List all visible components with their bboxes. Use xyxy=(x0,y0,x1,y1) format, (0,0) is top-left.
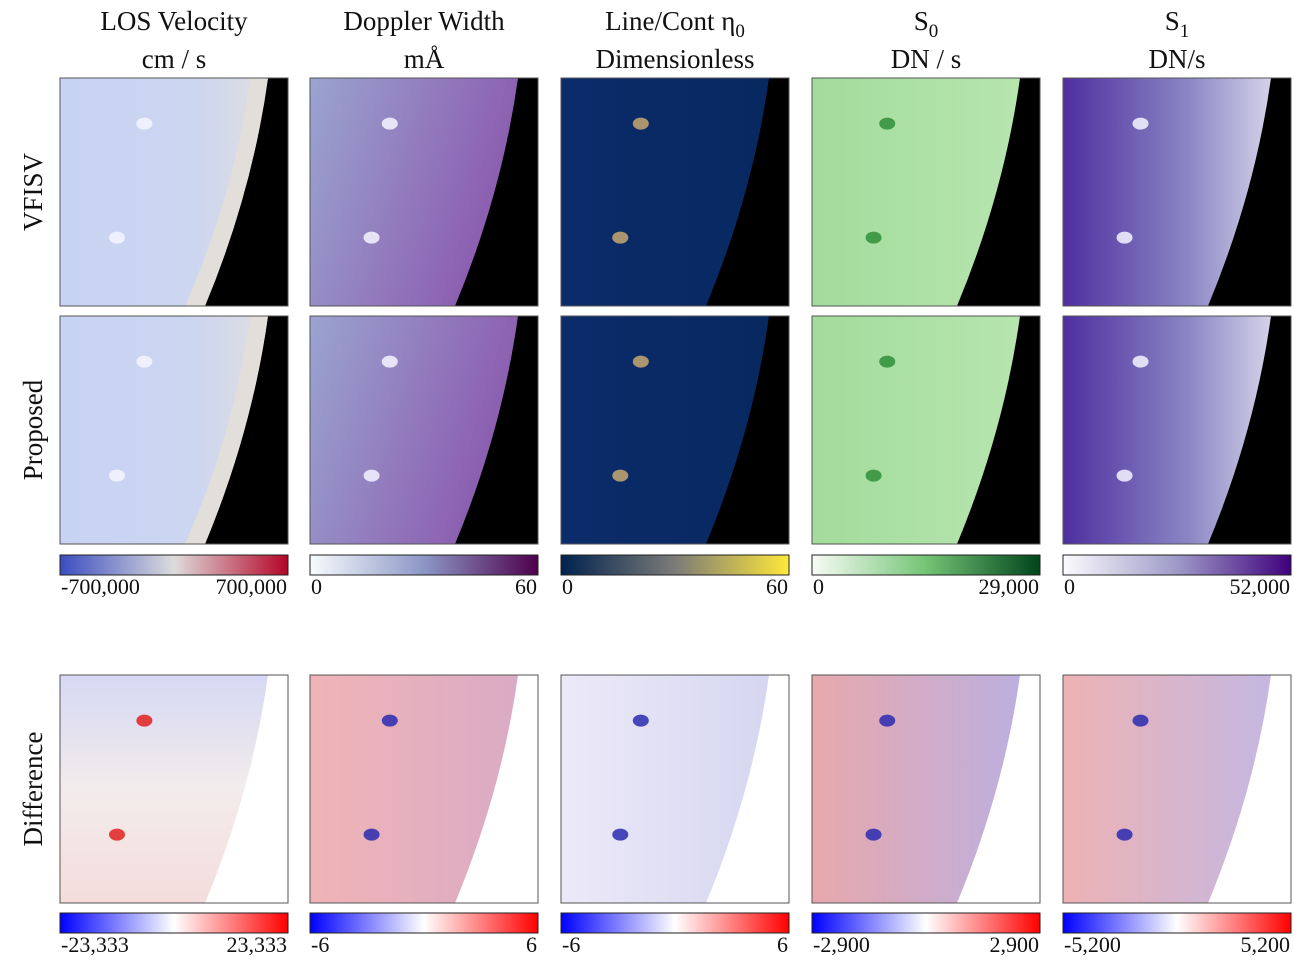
sunspot xyxy=(1133,118,1149,130)
figure: VFISV Proposed Difference LOS Velocity cm / … xyxy=(0,0,1294,964)
colorbar-tick-label: 6 xyxy=(526,932,537,957)
sunspot xyxy=(364,232,380,244)
colorbar-tick-label: 6 xyxy=(777,932,788,957)
sunspot xyxy=(1133,715,1149,727)
title-subscript: 1 xyxy=(1180,21,1190,42)
column-title: S1 xyxy=(1165,6,1190,42)
colorbar xyxy=(1063,555,1291,575)
colorbar-tick-label: -2,900 xyxy=(813,932,870,957)
row-label: VFISV xyxy=(18,152,48,231)
column-unit: DN/s xyxy=(1148,44,1205,74)
title-text: Doppler Width xyxy=(343,6,505,36)
row-label: Proposed xyxy=(18,379,48,480)
sunspot xyxy=(612,829,628,841)
sunspot xyxy=(633,356,649,368)
colorbar-tick-label: 23,333 xyxy=(227,932,288,957)
colorbar-tick-label: 0 xyxy=(1064,574,1075,599)
sunspot xyxy=(136,356,152,368)
sunspot xyxy=(612,470,628,482)
colorbar xyxy=(561,913,789,933)
sunspot xyxy=(633,118,649,130)
sunspot xyxy=(109,232,125,244)
sunspot xyxy=(879,356,895,368)
colorbar-tick-label: -6 xyxy=(562,932,580,957)
sunspot xyxy=(1117,829,1133,841)
column-unit: Dimensionless xyxy=(596,44,755,74)
colorbar-tick-label: 60 xyxy=(766,574,788,599)
sunspot xyxy=(1133,356,1149,368)
column-unit: DN / s xyxy=(891,44,962,74)
title-subscript: 0 xyxy=(735,21,745,42)
sunspot xyxy=(1117,470,1133,482)
sunspot xyxy=(866,829,882,841)
sunspot xyxy=(633,715,649,727)
sunspot xyxy=(364,829,380,841)
sunspot xyxy=(109,470,125,482)
column-title: Doppler Width xyxy=(343,6,505,36)
colorbar-tick-label: 0 xyxy=(813,574,824,599)
colorbar-tick-label: 29,000 xyxy=(979,574,1040,599)
colorbar xyxy=(561,555,789,575)
column-title: Line/Cont η0 xyxy=(605,6,745,42)
sunspot xyxy=(382,118,398,130)
colorbar-tick-label: 5,200 xyxy=(1241,932,1291,957)
sunspot xyxy=(364,470,380,482)
sunspot xyxy=(612,232,628,244)
sunspot xyxy=(866,232,882,244)
sunspot xyxy=(879,715,895,727)
sunspot xyxy=(382,356,398,368)
colorbar-tick-label: -6 xyxy=(311,932,329,957)
colorbar-tick-label: -700,000 xyxy=(61,574,140,599)
sunspot xyxy=(879,118,895,130)
sunspot xyxy=(109,829,125,841)
column-unit: mÅ xyxy=(404,44,445,74)
sunspot xyxy=(136,715,152,727)
sunspot xyxy=(136,118,152,130)
title-text: S xyxy=(914,6,929,36)
colorbar-tick-label: -5,200 xyxy=(1064,932,1121,957)
colorbar xyxy=(60,913,288,933)
sunspot xyxy=(1117,232,1133,244)
column-title: S0 xyxy=(914,6,939,42)
colorbar-tick-label: 2,900 xyxy=(990,932,1040,957)
title-subscript: 0 xyxy=(929,21,939,42)
colorbar-tick-label: 0 xyxy=(562,574,573,599)
colorbar-tick-label: 0 xyxy=(311,574,322,599)
colorbar xyxy=(60,555,288,575)
colorbar xyxy=(812,555,1040,575)
colorbar-tick-label: 60 xyxy=(515,574,537,599)
title-text: Line/Cont η xyxy=(605,6,735,36)
title-text: LOS Velocity xyxy=(100,6,248,36)
colorbar-tick-label: 700,000 xyxy=(216,574,288,599)
colorbar xyxy=(310,555,538,575)
colorbar-tick-label: -23,333 xyxy=(61,932,129,957)
column-title: LOS Velocity xyxy=(100,6,248,36)
row-label: Difference xyxy=(18,732,48,847)
colorbar xyxy=(812,913,1040,933)
colorbar xyxy=(310,913,538,933)
sunspot xyxy=(866,470,882,482)
column-unit: cm / s xyxy=(142,44,207,74)
colorbar-tick-label: 52,000 xyxy=(1230,574,1291,599)
title-text: S xyxy=(1165,6,1180,36)
colorbar xyxy=(1063,913,1291,933)
sunspot xyxy=(382,715,398,727)
